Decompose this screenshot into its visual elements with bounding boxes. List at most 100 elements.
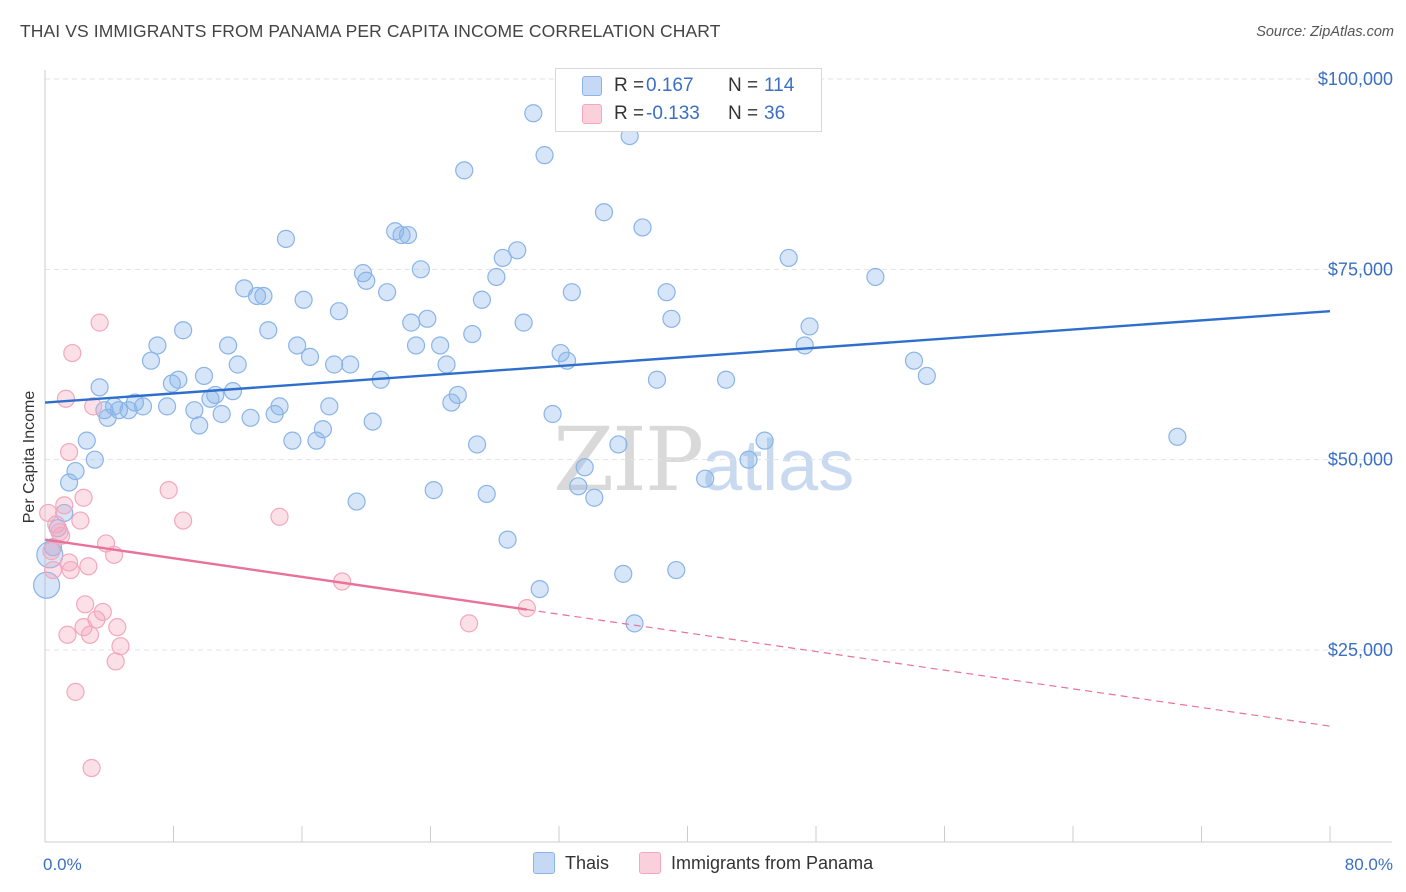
thais-point-103[interactable] [795, 336, 814, 355]
panama-point-34[interactable] [459, 614, 479, 633]
thais-point-46[interactable] [320, 397, 339, 416]
thais-point-97[interactable] [667, 560, 686, 580]
thais-point-14[interactable] [119, 401, 138, 420]
panama-point-22[interactable] [87, 610, 106, 629]
thais-point-98[interactable] [696, 469, 715, 488]
thais-point-102[interactable] [779, 248, 798, 268]
thais-point-63[interactable] [424, 481, 443, 500]
thais-point-59[interactable] [402, 313, 421, 332]
panama-point-1[interactable] [42, 541, 61, 561]
thais-point-73[interactable] [487, 267, 506, 287]
panama-point-31[interactable] [174, 511, 193, 530]
panama-point-9[interactable] [59, 553, 79, 572]
thais-point-74[interactable] [493, 248, 512, 268]
panama-point-28[interactable] [108, 618, 127, 637]
thais-point-64[interactable] [431, 336, 450, 355]
thais-point-105[interactable] [866, 267, 885, 287]
thais-point-66[interactable] [442, 393, 461, 412]
thais-point-38[interactable] [270, 397, 289, 416]
panama-point-8[interactable] [58, 625, 77, 644]
thais-point-48[interactable] [329, 302, 349, 321]
panama-point-13[interactable] [66, 682, 85, 701]
thais-point-23[interactable] [185, 401, 204, 420]
panama-point-19[interactable] [80, 625, 100, 644]
thais-point-93[interactable] [633, 218, 652, 237]
thais-point-78[interactable] [524, 104, 543, 123]
thais-point-101[interactable] [755, 431, 774, 450]
panama-point-14[interactable] [71, 511, 90, 530]
panama-point-12[interactable] [63, 343, 82, 363]
thais-point-16[interactable] [133, 397, 153, 416]
panama-point-24[interactable] [93, 602, 112, 622]
panama-point-6[interactable] [55, 496, 74, 515]
thais-point-24[interactable] [190, 416, 209, 435]
thais-point-76[interactable] [508, 241, 527, 260]
thais-point-36[interactable] [259, 321, 278, 340]
thais-point-22[interactable] [174, 321, 193, 340]
thais-point-89[interactable] [609, 435, 628, 454]
thais-point-71[interactable] [472, 290, 491, 309]
thais-point-30[interactable] [223, 382, 243, 401]
thais-point-5[interactable] [59, 473, 79, 492]
thais-point-53[interactable] [363, 412, 382, 431]
thais-point-60[interactable] [406, 336, 426, 355]
thais-point-43[interactable] [300, 347, 320, 366]
thais-point-8[interactable] [85, 450, 104, 469]
thais-point-106[interactable] [904, 351, 924, 370]
panama-point-16[interactable] [74, 488, 93, 507]
thais-point-19[interactable] [157, 397, 177, 416]
thais-point-68[interactable] [455, 161, 474, 180]
panama-point-10[interactable] [59, 442, 79, 462]
thais-point-34[interactable] [247, 286, 267, 306]
thais-point-47[interactable] [325, 355, 344, 374]
panama-point-21[interactable] [84, 397, 103, 416]
thais-point-94[interactable] [647, 370, 667, 389]
thais-point-33[interactable] [241, 408, 260, 427]
thais-point-25[interactable] [194, 366, 214, 386]
series-legend-thais[interactable]: Thais [533, 852, 609, 874]
thais-point-92[interactable] [625, 614, 644, 633]
thais-point-75[interactable] [498, 530, 517, 549]
thais-point-80[interactable] [535, 146, 554, 165]
thais-point-95[interactable] [657, 283, 676, 302]
thais-point-49[interactable] [341, 355, 360, 374]
panama-point-11[interactable] [61, 560, 80, 580]
thais-point-86[interactable] [575, 458, 594, 477]
thais-point-84[interactable] [562, 283, 581, 302]
thais-point-50[interactable] [347, 492, 366, 511]
thais-point-107[interactable] [917, 366, 936, 386]
thais-point-79[interactable] [530, 579, 549, 599]
panama-point-7[interactable] [56, 389, 75, 408]
thais-point-9[interactable] [90, 378, 109, 397]
thais-point-90[interactable] [614, 564, 633, 583]
thais-point-18[interactable] [148, 336, 167, 355]
thais-point-65[interactable] [437, 355, 456, 374]
thais-point-6[interactable] [66, 461, 85, 481]
panama-point-29[interactable] [111, 637, 130, 656]
thais-point-67[interactable] [448, 385, 467, 405]
thais-point-52[interactable] [357, 271, 376, 290]
thais-point-70[interactable] [467, 435, 487, 454]
thais-point-87[interactable] [585, 488, 604, 507]
thais-point-42[interactable] [294, 290, 313, 309]
panama-point-20[interactable] [82, 758, 101, 778]
thais-point-99[interactable] [716, 370, 736, 389]
thais-point-28[interactable] [212, 404, 231, 424]
panama-point-2[interactable] [43, 560, 63, 580]
thais-point-81[interactable] [543, 404, 562, 424]
thais-point-82[interactable] [551, 343, 570, 363]
panama-point-27[interactable] [106, 652, 125, 671]
thais-point-85[interactable] [569, 477, 588, 496]
thais-point-44[interactable] [307, 431, 326, 450]
thais-point-40[interactable] [283, 431, 302, 450]
thais-point-55[interactable] [378, 283, 397, 302]
thais-point-77[interactable] [514, 313, 533, 332]
thais-point-100[interactable] [739, 450, 758, 469]
thais-point-72[interactable] [477, 484, 496, 504]
thais-point-69[interactable] [463, 324, 482, 344]
thais-point-62[interactable] [418, 309, 437, 328]
thais-point-58[interactable] [398, 225, 418, 245]
thais-point-96[interactable] [662, 309, 681, 328]
thais-point-31[interactable] [228, 355, 247, 374]
thais-point-39[interactable] [276, 229, 296, 248]
